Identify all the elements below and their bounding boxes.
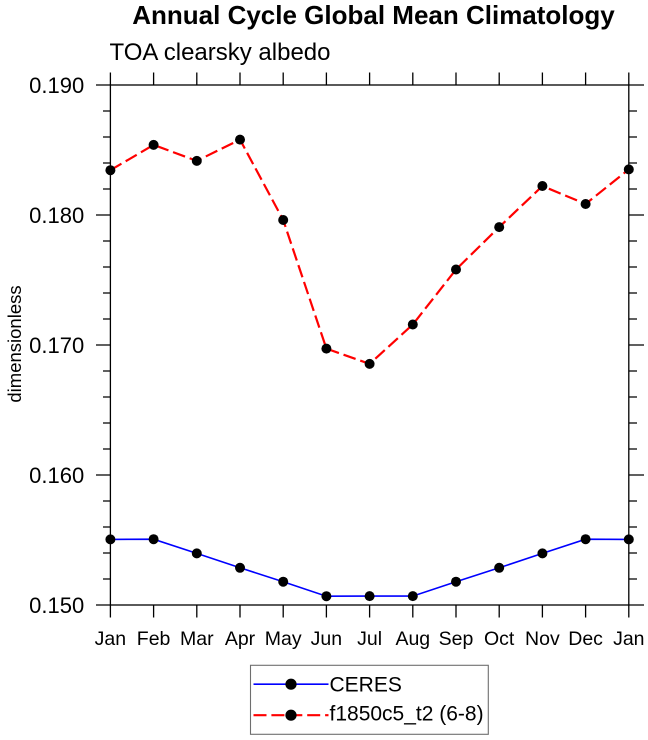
svg-text:Jul: Jul	[357, 628, 382, 650]
svg-text:CERES: CERES	[330, 673, 402, 696]
svg-text:Mar: Mar	[180, 628, 214, 650]
svg-text:Annual Cycle Global Mean Clima: Annual Cycle Global Mean Climatology	[132, 0, 615, 30]
svg-text:Sep: Sep	[439, 628, 474, 650]
svg-text:Apr: Apr	[225, 628, 256, 650]
svg-text:Feb: Feb	[137, 628, 171, 650]
svg-text:Jun: Jun	[311, 628, 342, 650]
svg-text:TOA clearsky albedo: TOA clearsky albedo	[110, 39, 331, 66]
svg-text:0.160: 0.160	[29, 463, 84, 488]
svg-text:Aug: Aug	[395, 628, 430, 650]
svg-text:0.180: 0.180	[29, 203, 84, 228]
svg-text:0.190: 0.190	[29, 73, 84, 98]
svg-text:dimensionless: dimensionless	[4, 285, 25, 402]
svg-text:Nov: Nov	[525, 628, 560, 650]
svg-text:0.170: 0.170	[29, 333, 84, 358]
svg-text:Oct: Oct	[484, 628, 515, 650]
svg-text:f1850c5_t2 (6-8): f1850c5_t2 (6-8)	[330, 703, 484, 726]
svg-text:0.150: 0.150	[29, 593, 84, 618]
svg-text:Dec: Dec	[568, 628, 603, 650]
svg-text:May: May	[265, 628, 302, 650]
svg-text:Jan: Jan	[95, 628, 126, 650]
svg-text:Jan: Jan	[613, 628, 644, 650]
